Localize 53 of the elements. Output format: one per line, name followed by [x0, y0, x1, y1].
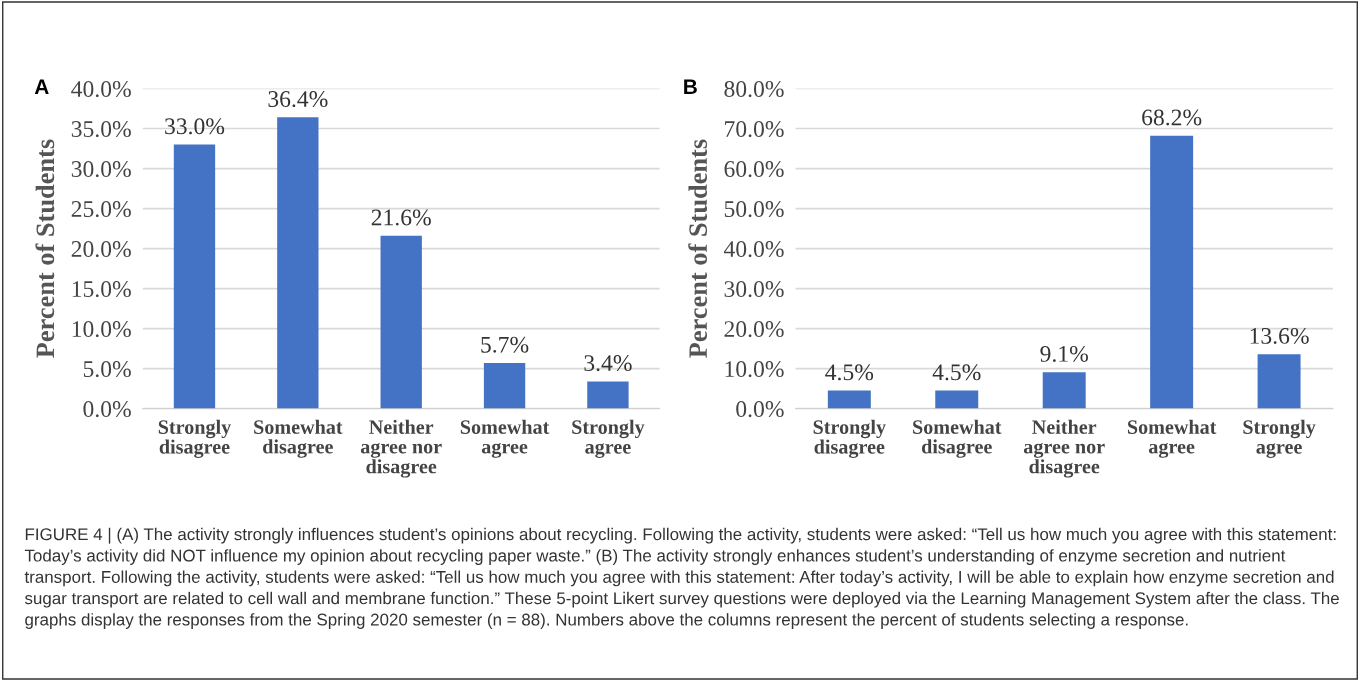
x-tick-label: Neither agree nor disagree: [360, 419, 442, 478]
y-tick-label: 0.0%: [736, 401, 784, 418]
y-tick-label: 60.0%: [724, 161, 784, 178]
data-label: 33.0%: [165, 118, 225, 135]
data-label: 4.5%: [825, 364, 874, 381]
bar: [1257, 354, 1301, 409]
x-tick-label: Strongly agree: [1243, 419, 1316, 458]
chart-title: A: [34, 79, 49, 94]
bar: [380, 235, 422, 409]
y-tick-label: 50.0%: [724, 201, 784, 218]
y-tick-label: 25.0%: [71, 201, 131, 218]
bar: [483, 362, 526, 409]
x-tick-label: Strongly disagree: [813, 419, 886, 458]
bar: [1150, 135, 1194, 409]
x-tick-label: Neither agree nor disagree: [1023, 419, 1105, 478]
y-tick-label: 10.0%: [725, 361, 784, 378]
data-label: 36.4%: [268, 91, 328, 108]
y-tick-label: 35.0%: [71, 121, 131, 138]
y-tick-label: 30.0%: [71, 161, 131, 178]
x-tick-label: Somewhat disagree: [254, 419, 343, 458]
y-axis-title: Percent of Students: [688, 139, 708, 358]
data-label: 9.1%: [1040, 345, 1088, 362]
bar: [827, 390, 871, 409]
data-label: 68.2%: [1142, 109, 1202, 126]
y-tick-label: 40.0%: [723, 241, 784, 258]
data-label: 3.4%: [584, 355, 632, 372]
y-tick-label: 5.0%: [83, 361, 131, 378]
y-axis-title: Percent of Students: [35, 139, 55, 358]
y-tick-label: 15.0%: [72, 281, 131, 298]
chart-title: B: [684, 79, 697, 94]
x-tick-label: Strongly disagree: [158, 419, 232, 458]
data-label: 21.6%: [371, 209, 431, 226]
y-tick-label: 0.0%: [83, 401, 131, 418]
x-tick-label: Somewhat agree: [460, 419, 550, 458]
bar: [1042, 372, 1086, 409]
data-label: 4.5%: [932, 364, 981, 381]
bar: [173, 144, 216, 409]
x-tick-label: Strongly agree: [572, 419, 645, 458]
bar: [587, 381, 629, 409]
y-tick-label: 70.0%: [725, 121, 784, 138]
caption: FIGURE 4 | (A) The activity strongly influences student’s opinions about recycling. Following the activity, students were asked: “Tell us how much you agree with this statement: Today’s activity did NOT influence my opinion about recycling paper waste.” (B) The activity strongly enhances student’s understanding of enzyme secretion and nutrient transport. Following the activity, students were asked: “Tell us how much you agree with this statement: After today’s activity, I will be able to explain how enzyme secretion and sugar transport are related to cell wall and membrane function.” These 5-point Likert survey questions were deployed via the Learning Management System after the class. The graphs display the responses from the Spring 2020 semester (n = 88). Numbers above the columns represent the percent of students selecting a response.: [24, 527, 1339, 629]
bar: [935, 390, 979, 409]
data-label: 5.7%: [481, 336, 529, 353]
x-tick-label: Somewhat agree: [1127, 419, 1217, 458]
y-tick-label: 20.0%: [724, 321, 784, 338]
x-tick-label: Somewhat disagree: [913, 419, 1002, 458]
y-tick-label: 10.0%: [72, 321, 131, 338]
bar: [277, 117, 319, 409]
y-tick-label: 30.0%: [724, 281, 784, 298]
y-tick-label: 40.0%: [71, 81, 131, 98]
data-label: 13.6%: [1250, 327, 1309, 344]
y-tick-label: 80.0%: [724, 81, 784, 98]
y-tick-label: 20.0%: [71, 241, 131, 258]
